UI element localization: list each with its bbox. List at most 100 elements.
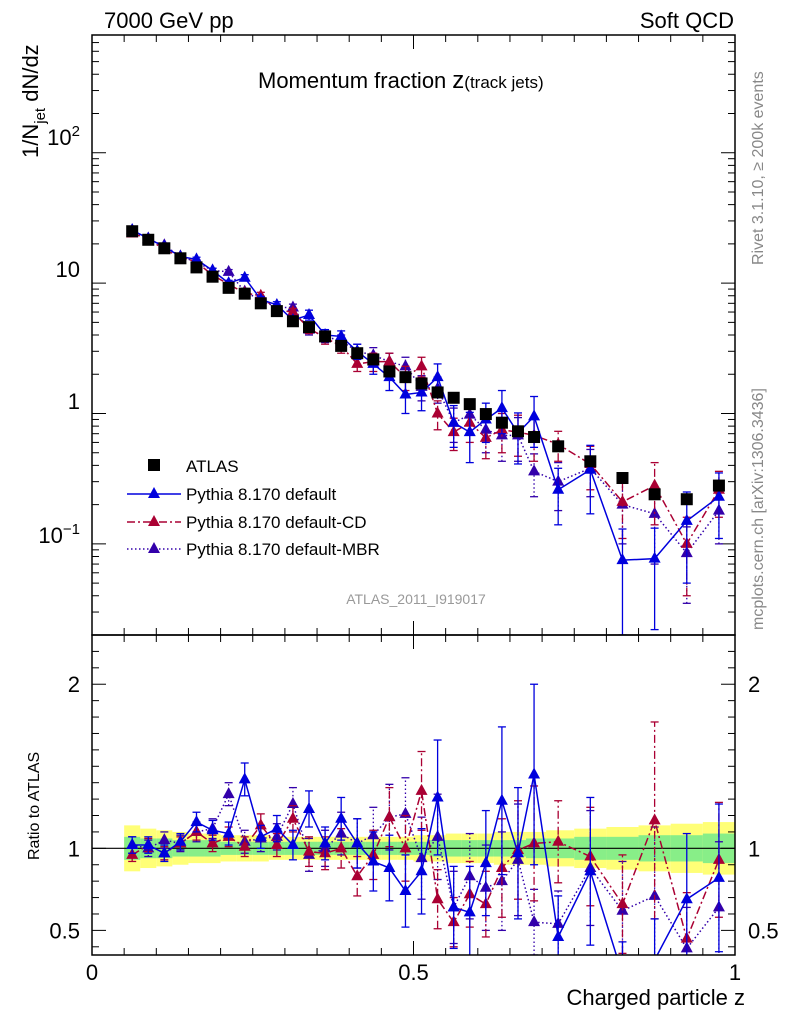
ratio-ytick-label-left: 0.5	[49, 918, 80, 943]
legend-marker-cd	[148, 515, 160, 526]
ratio-ylabel: Ratio to ATLAS	[26, 752, 43, 860]
ratio-cd-point	[383, 810, 396, 822]
main-default-point	[190, 252, 203, 264]
legend-entry-default: Pythia 8.170 default	[127, 485, 337, 504]
ytick-label-1: 1	[68, 389, 80, 414]
main-default-point	[431, 370, 444, 382]
main-default-point	[447, 415, 460, 427]
ratio-default-point	[367, 854, 380, 866]
main-atlas-point	[712, 479, 725, 492]
main-cd-point	[286, 305, 299, 317]
main-atlas-point	[383, 365, 396, 378]
ratio-cd-point	[286, 811, 299, 823]
ratio-ytick-label-left: 2	[68, 672, 80, 697]
main-atlas-point	[254, 297, 267, 310]
ratio-xtick-label: 0.5	[398, 960, 429, 985]
header-right: Soft QCD	[640, 8, 734, 33]
ratio-default-point	[712, 870, 725, 882]
ratio-default-point	[616, 968, 628, 979]
main-atlas-point	[335, 339, 348, 352]
ratio-mbr-point	[158, 833, 171, 845]
ratio-mbr-point	[528, 915, 541, 927]
main-cd-point	[648, 478, 661, 490]
main-plot-ylabel: 1/Njet dN/dz	[18, 44, 49, 158]
legend-marker-atlas	[148, 459, 160, 471]
ratio-default-point	[351, 836, 364, 848]
ratio-cd-point	[351, 869, 364, 881]
ratio-default-point	[270, 821, 283, 833]
main-atlas-point	[495, 416, 508, 429]
main-cd-line	[131, 232, 720, 546]
main-atlas-point	[367, 353, 380, 366]
main-atlas-point	[286, 315, 299, 328]
main-default-point	[584, 462, 597, 474]
ratio-default-point	[431, 790, 444, 802]
ytick-label-0.1: 10−1	[38, 521, 80, 548]
ratio-default-point	[680, 892, 693, 904]
ratio-cd-point	[399, 841, 412, 853]
main-atlas-point	[351, 347, 364, 360]
ratio-plot-ticks	[91, 634, 736, 955]
main-atlas-point	[174, 252, 187, 265]
main-atlas-point	[479, 408, 492, 421]
main-default-point	[335, 329, 348, 341]
rivet-version-label: Rivet 3.1.10, ≥ 200k events	[750, 71, 767, 265]
ratio-mbr-point	[222, 787, 235, 799]
ratio-cd-point	[238, 839, 251, 851]
ratio-plot-frame	[91, 634, 736, 956]
main-atlas-point	[126, 225, 139, 238]
main-atlas-point	[238, 287, 251, 300]
ratio-default-point	[303, 801, 316, 813]
ratio-cd-point	[415, 783, 428, 795]
ratio-ytick-label-left: 1	[68, 836, 80, 861]
ytick-label-10: 10	[56, 257, 80, 282]
ratio-xtick-label: 1	[729, 960, 741, 985]
main-cd-point	[616, 494, 629, 506]
main-atlas-point	[158, 242, 171, 255]
main-plot-ticks	[91, 34, 736, 636]
main-default-point	[528, 409, 541, 421]
ratio-plot-panel: Ratio to ATLAS Charged particle z 0.5 0.5…	[26, 634, 779, 1010]
ratio-cd-point	[616, 897, 629, 909]
ratio-default-point	[511, 846, 524, 858]
main-atlas-point	[303, 321, 316, 334]
main-atlas-point	[222, 281, 235, 294]
main-default-point	[712, 489, 725, 501]
ratio-default-point	[142, 838, 155, 850]
ratio-default-point	[206, 823, 219, 835]
main-atlas-point	[511, 425, 524, 438]
main-default-point	[680, 513, 693, 525]
ratio-default-point	[174, 834, 187, 846]
legend-label-cd: Pythia 8.170 default-CD	[186, 513, 367, 532]
ratio-mbr-point	[286, 797, 299, 809]
main-atlas-point	[648, 488, 661, 501]
main-atlas-point	[319, 330, 332, 343]
ratio-tick-labels: 0.5 0.51 12 20 0.5 1	[49, 672, 778, 985]
ratio-cd-point	[431, 892, 444, 904]
main-default-point	[415, 385, 428, 397]
ratio-cd-point	[335, 841, 348, 853]
main-mbr-point	[222, 264, 235, 276]
legend-entry-atlas: ATLAS	[148, 457, 239, 476]
main-default-point	[399, 387, 412, 399]
main-cd-point	[351, 356, 364, 368]
main-mbr-line	[131, 229, 720, 555]
ratio-default-point	[238, 772, 251, 784]
ratio-default-point	[335, 811, 348, 823]
analysis-id-label: ATLAS_2011_I919017	[346, 591, 486, 607]
ratio-default-point	[222, 826, 235, 838]
ratio-cd-point	[206, 836, 219, 848]
ratio-cd-point	[270, 838, 283, 850]
ratio-ytick-label-right: 1	[748, 836, 760, 861]
ratio-default-point	[415, 864, 428, 876]
ratio-ytick-label-right: 0.5	[748, 918, 779, 943]
plot-title: Momentum fraction z(track jets)	[258, 67, 544, 94]
ratio-default-point	[584, 864, 597, 876]
ratio-cd-point	[648, 813, 661, 825]
legend: ATLAS Pythia 8.170 default Pythia 8.170 …	[127, 457, 380, 559]
ratio-default-point	[383, 861, 396, 873]
main-cd-point	[383, 354, 396, 366]
main-atlas-point	[415, 377, 428, 390]
mcplots-label: mcplots.cern.ch [arXiv:1306.3436]	[750, 388, 767, 630]
